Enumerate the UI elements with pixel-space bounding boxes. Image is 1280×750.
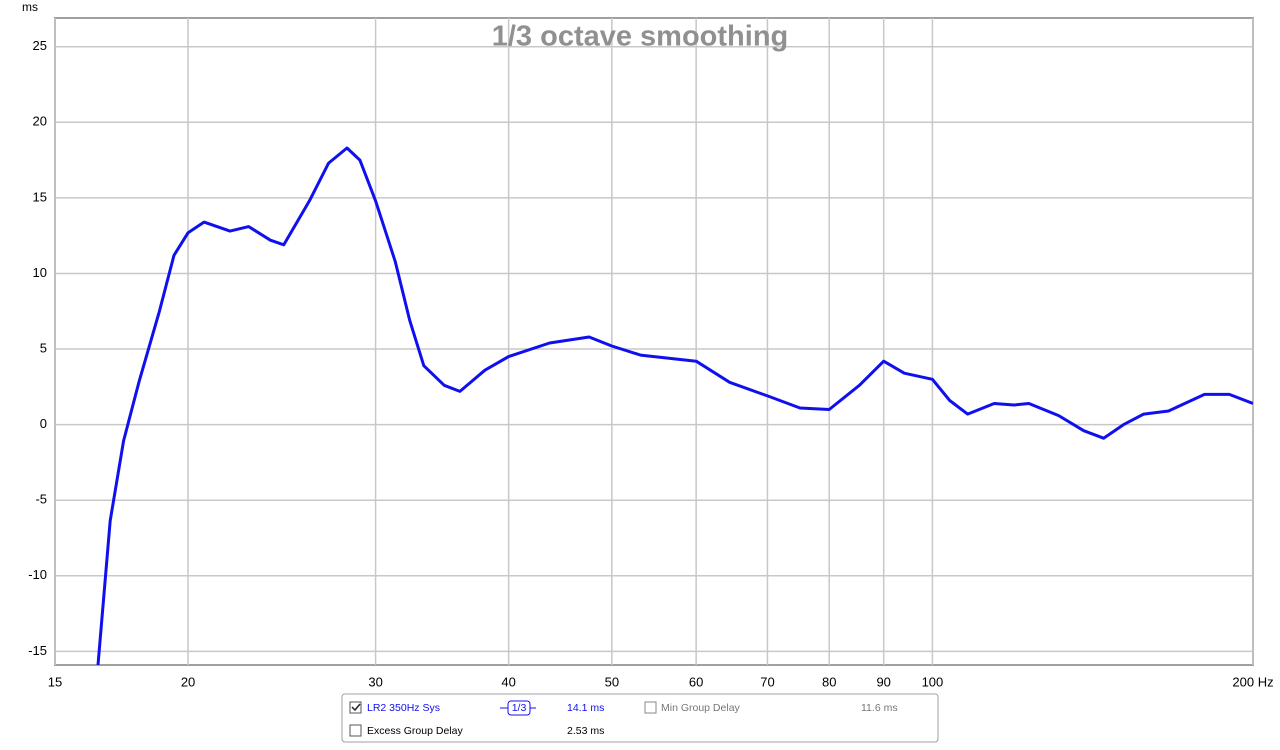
y-tick-label: 10	[33, 265, 47, 280]
checkbox[interactable]	[349, 724, 362, 737]
x-tick-label: 30	[368, 674, 382, 689]
x-tick-label: 40	[501, 674, 515, 689]
x-tick-label: 60	[689, 674, 703, 689]
checkbox[interactable]	[644, 701, 657, 714]
min-value: 11.6 ms	[861, 702, 898, 714]
smoothing-label: 1/3	[512, 702, 527, 714]
x-tick-label: 80	[822, 674, 836, 689]
x-tick-label: 70	[760, 674, 774, 689]
legend-panel	[341, 693, 939, 743]
check-mark	[351, 703, 361, 712]
x-tick-label: 100	[922, 674, 944, 689]
data-line	[96, 146, 1253, 665]
legend-label[interactable]: Excess Group Delay	[367, 725, 463, 737]
trace-value: 14.1 ms	[567, 702, 604, 714]
x-tick-label: 20	[181, 674, 195, 689]
x-tick-label: 15	[48, 674, 62, 689]
y-tick-label: 25	[33, 38, 47, 53]
excess-value: 2.53 ms	[567, 725, 604, 737]
y-tick-label: -5	[35, 492, 47, 507]
y-tick-label: -15	[28, 643, 47, 658]
y-tick-label: 5	[40, 340, 47, 355]
plot-area	[54, 17, 1254, 666]
y-tick-label: 20	[33, 114, 47, 129]
x-tick-label: 200 Hz	[1232, 674, 1273, 689]
checkbox[interactable]	[349, 701, 362, 714]
y-tick-label: -10	[28, 567, 47, 582]
smoothing-box[interactable]	[507, 700, 531, 716]
y-tick-label: 15	[33, 189, 47, 204]
x-tick-label: 90	[876, 674, 890, 689]
y-tick-label: 0	[40, 416, 47, 431]
chart-title: 1/3 octave smoothing	[492, 21, 789, 53]
x-tick-label: 50	[605, 674, 619, 689]
legend-label[interactable]: Min Group Delay	[661, 702, 741, 714]
legend-label[interactable]: LR2 350Hz Sys	[367, 702, 440, 714]
y-axis-label: ms	[22, 0, 38, 14]
